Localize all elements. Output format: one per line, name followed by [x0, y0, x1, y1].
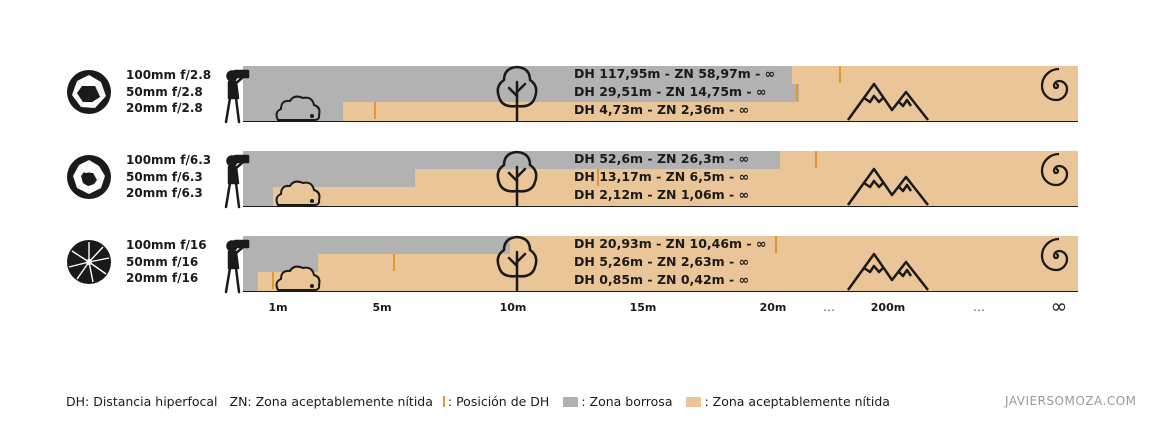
dh-marker	[272, 272, 274, 289]
dh-marker	[374, 102, 376, 119]
blurry-zone	[243, 66, 792, 84]
mountains-icon	[846, 252, 929, 291]
lens-label: 100mm f/16	[126, 238, 207, 252]
lens-label: 20mm f/16	[126, 271, 199, 285]
axis-label-1m: 1m	[268, 301, 288, 314]
dh-marker	[597, 169, 599, 186]
dh-marker	[815, 151, 817, 168]
blurry-swatch	[563, 396, 579, 407]
blurry-zone	[243, 272, 258, 291]
dh-text: DH 0,85m - ZN 0,42m - ∞	[574, 272, 749, 287]
dof-bars	[243, 236, 1078, 292]
bush-icon	[275, 180, 321, 206]
axis-label-5m: 5m	[372, 301, 392, 314]
dof-bars	[243, 66, 1078, 122]
dh-text: DH 5,26m - ZN 2,63m - ∞	[574, 254, 749, 269]
sharp-swatch	[686, 396, 702, 407]
blurry-zone	[243, 151, 780, 169]
lens-label: 50mm f/2.8	[126, 84, 203, 99]
aperture-icon	[67, 70, 111, 114]
dh-marker	[393, 254, 395, 271]
tree-icon	[496, 150, 538, 207]
dh-text: DH 4,73m - ZN 2,36m - ∞	[574, 102, 749, 117]
legend-blurry: : Zona borrosa	[581, 394, 673, 409]
legend-sharp: : Zona aceptablemente nítida	[704, 394, 890, 409]
aperture-icon	[67, 240, 111, 284]
blurry-zone	[243, 236, 510, 254]
lens-label: 100mm f/2.8	[126, 68, 212, 82]
dh-text: DH 2,12m - ZN 1,06m - ∞	[574, 187, 749, 202]
dh-text: DH 117,95m - ZN 58,97m - ∞	[574, 66, 776, 81]
lens-labels: 100mm f/16 50mm f/16 20mm f/16	[126, 237, 226, 287]
dh-marker	[839, 66, 841, 83]
legend: DH: Distancia hiperfocal ZN: Zona acepta…	[66, 394, 890, 409]
mountains-icon	[846, 167, 929, 206]
dh-text: DH 20,93m - ZN 10,46m - ∞	[574, 236, 767, 251]
bush-icon	[275, 95, 321, 121]
row-group-f2-8: 100mm f/2.8 50mm f/2.8 20mm f/2.8 DH 117…	[0, 62, 1170, 124]
brand-watermark[interactable]: JAVIERSOMOZA.COM	[1005, 394, 1137, 408]
axis-label-15m: 15m	[629, 301, 657, 314]
axis-infinity: ∞	[1050, 294, 1068, 318]
row-group-f6-3: 100mm f/6.3 50mm f/6.3 20mm f/6.3 DH 52,…	[0, 147, 1170, 209]
axis-label-200m: 200m	[870, 301, 906, 314]
lens-labels: 100mm f/2.8 50mm f/2.8 20mm f/2.8	[126, 67, 226, 117]
photographer-icon	[224, 69, 250, 124]
lens-labels: 100mm f/6.3 50mm f/6.3 20mm f/6.3	[126, 152, 226, 202]
dh-marker-swatch	[442, 396, 445, 407]
lens-label: 50mm f/6.3	[126, 169, 203, 184]
mountains-icon	[846, 82, 929, 121]
blurry-zone	[243, 187, 273, 206]
lens-label: 20mm f/6.3	[126, 186, 203, 200]
tree-icon	[496, 65, 538, 122]
axis-label-10m: 10m	[499, 301, 527, 314]
row-group-f16: 100mm f/16 50mm f/16 20mm f/16 DH 20,93m…	[0, 232, 1170, 294]
axis-label-20m: 20m	[759, 301, 787, 314]
dh-text: DH 52,6m - ZN 26,3m - ∞	[574, 151, 749, 166]
dh-text: DH 13,17m - ZN 6,5m - ∞	[574, 169, 749, 184]
axis-ellipsis: …	[973, 300, 985, 314]
tree-icon	[496, 235, 538, 292]
axis-ellipsis: …	[823, 300, 835, 314]
dh-marker	[775, 236, 777, 253]
spiral-infinity-icon	[1040, 152, 1069, 187]
lens-label: 50mm f/16	[126, 254, 199, 269]
spiral-infinity-icon	[1040, 67, 1069, 102]
dof-bars	[243, 151, 1078, 207]
blurry-zone	[243, 84, 799, 102]
photographer-icon	[224, 154, 250, 209]
dh-text: DH 29,51m - ZN 14,75m - ∞	[574, 84, 767, 99]
aperture-icon	[67, 155, 111, 199]
legend-zn: ZN: Zona aceptablemente nítida	[229, 394, 433, 409]
photographer-icon	[224, 239, 250, 294]
blurry-zone	[243, 169, 415, 187]
legend-position: : Posición de DH	[447, 394, 550, 409]
lens-label: 20mm f/2.8	[126, 101, 203, 115]
legend-dh: DH: Distancia hiperfocal	[66, 394, 218, 409]
bush-icon	[275, 265, 321, 291]
lens-label: 100mm f/6.3	[126, 153, 212, 167]
dh-marker	[796, 84, 798, 101]
spiral-infinity-icon	[1040, 237, 1069, 272]
